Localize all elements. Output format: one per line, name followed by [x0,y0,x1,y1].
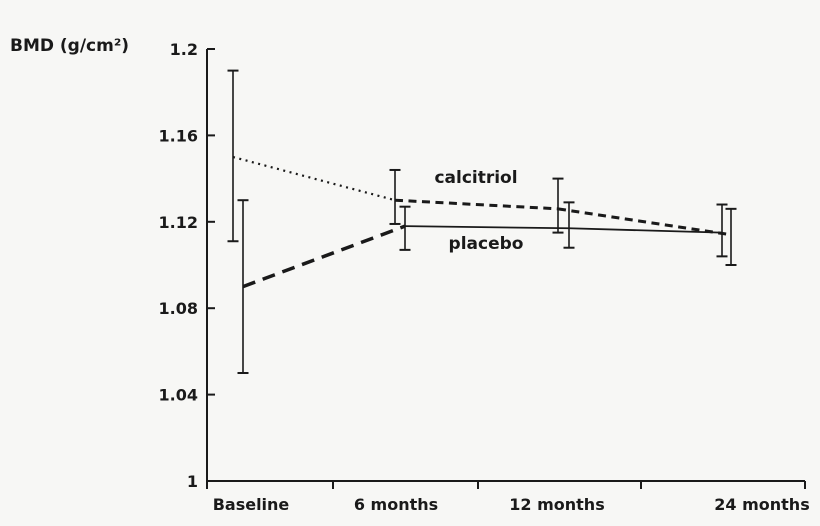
x-axis-category-label: 6 months [354,495,438,514]
calcitriol-line-segment [557,207,732,237]
x-axis-category-label: Baseline [213,495,290,514]
y-axis-tick-label: 1.12 [159,213,198,232]
x-axis-category-label: 24 months [714,495,809,514]
calcitriol-line-segment [232,155,396,202]
axis-lines [206,49,805,482]
series-label-placebo: placebo [448,234,524,254]
x-axis-category-label: 12 months [509,495,604,514]
placebo-line-segment [404,225,570,230]
placebo-line-segment [242,224,406,289]
series-label-calcitriol: calcitriol [434,168,518,188]
y-axis-title: BMD (g/cm²) [10,36,130,56]
placebo-line-segment [568,227,723,234]
y-axis-tick-label: 1.16 [159,126,198,145]
y-axis-tick-label: 1.2 [170,40,198,59]
y-axis-tick-label: 1 [187,472,198,491]
calcitriol-line-segment [394,198,559,211]
y-axis-tick-label: 1.04 [159,386,198,405]
y-axis-tick-label: 1.08 [159,299,198,318]
